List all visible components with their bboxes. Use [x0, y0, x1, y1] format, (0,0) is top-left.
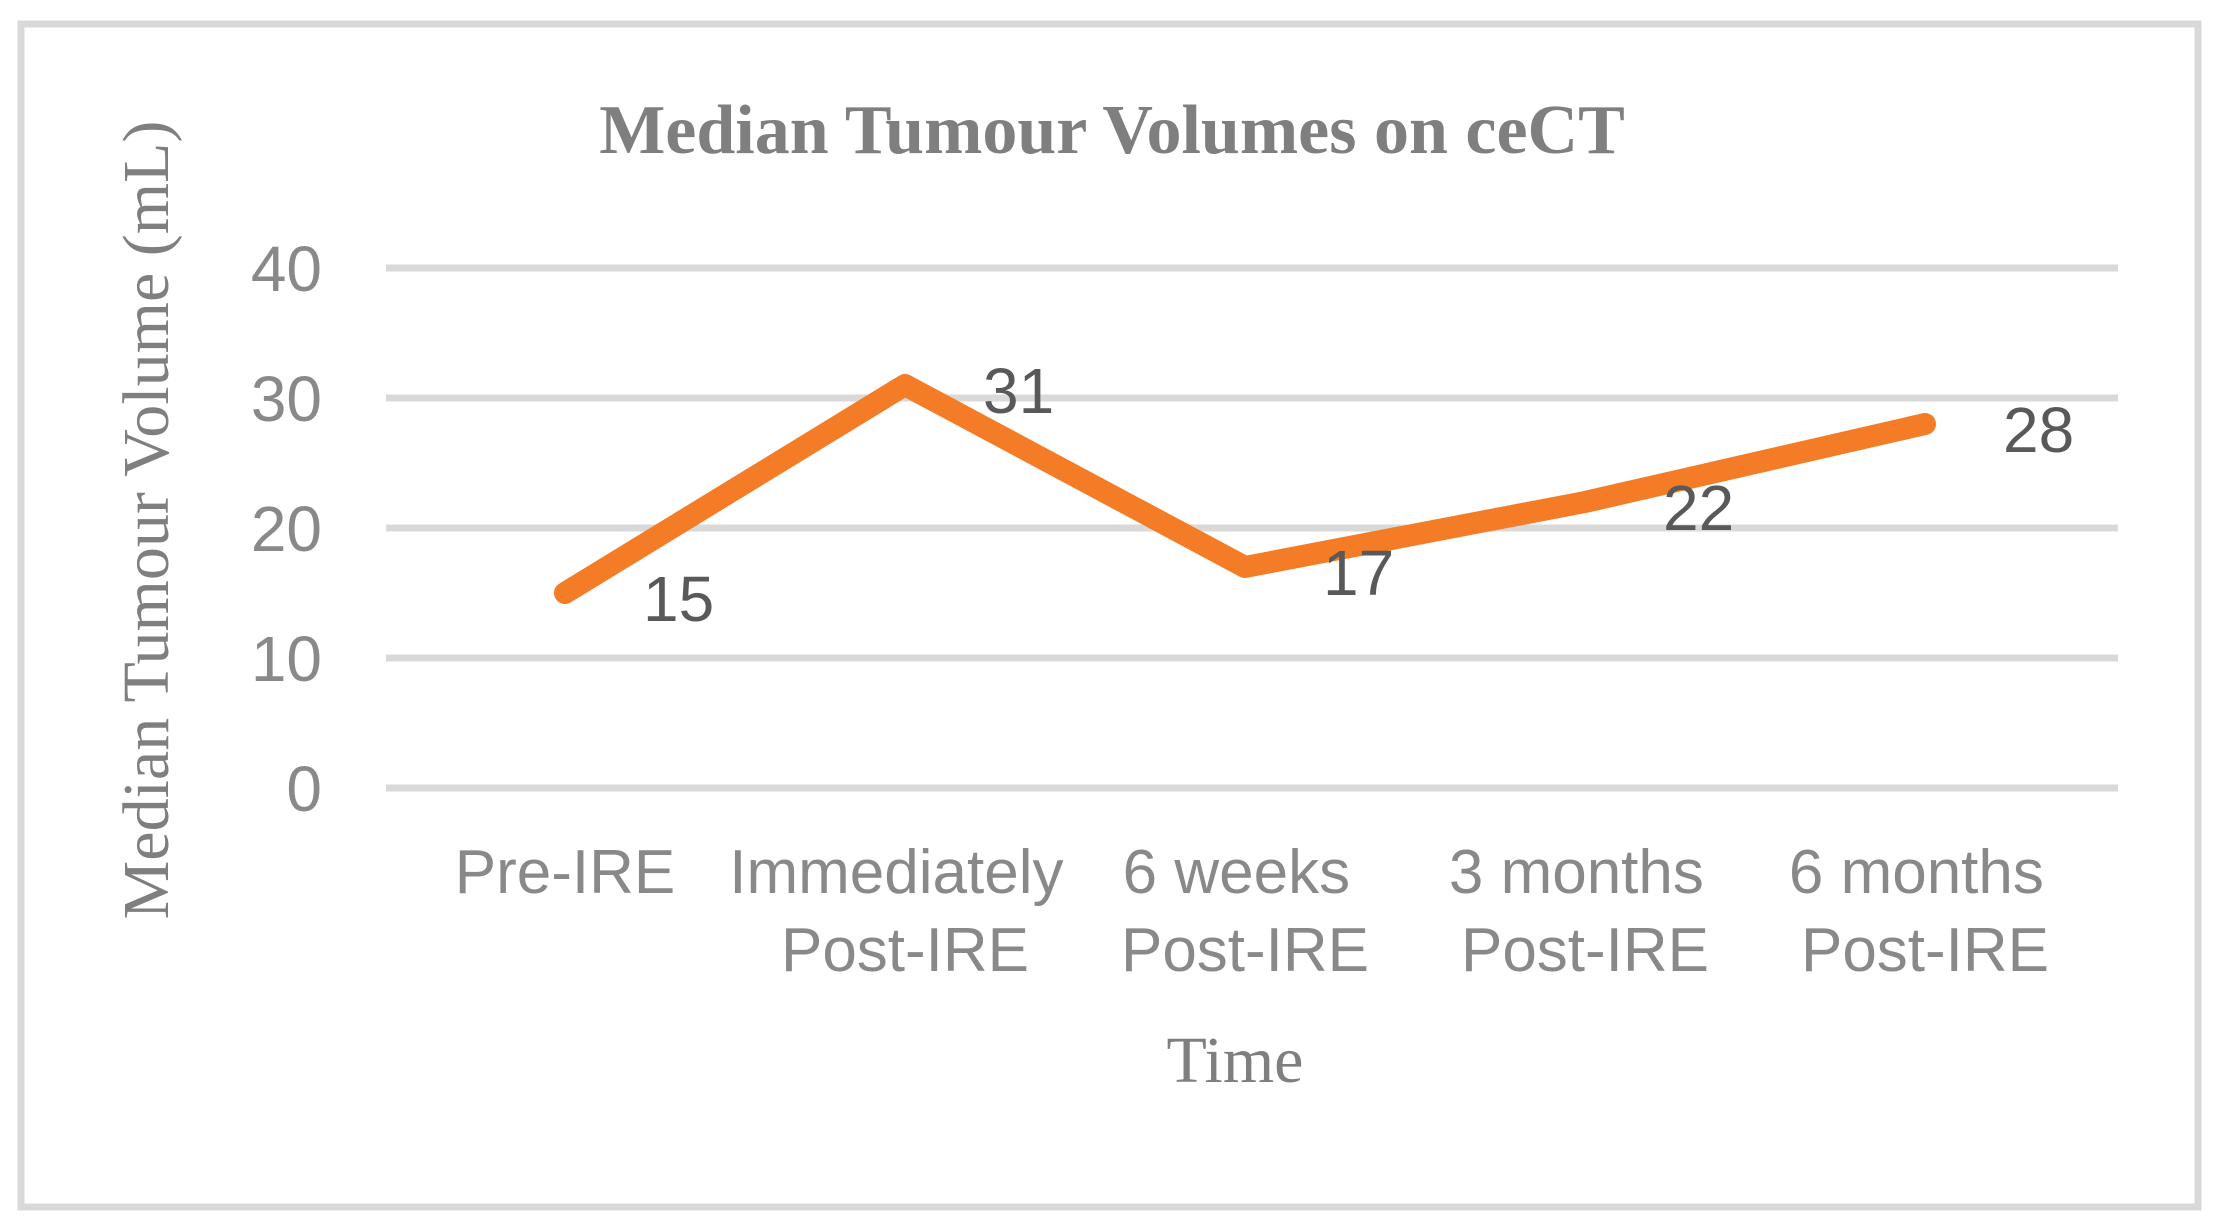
x-axis-ticks: Pre-IRE Immediately Post-IRE 6 weeks Pos… [455, 838, 2061, 985]
x-category-line: Post-IRE [781, 916, 1029, 985]
x-category-line: 6 months [1789, 838, 2044, 907]
data-label: 28 [2003, 394, 2074, 466]
x-category-label: 6 weeks Post-IRE [1121, 838, 1369, 985]
x-category-line: Post-IRE [1461, 916, 1709, 985]
y-axis-title: Median Tumour Volume (mL) [110, 121, 183, 920]
x-category-label: 6 months Post-IRE [1789, 838, 2061, 985]
y-tick-label: 10 [251, 623, 322, 695]
x-category-line: 6 weeks [1123, 838, 1350, 907]
data-labels: 15 31 17 22 28 [643, 355, 2074, 635]
x-category-line: Immediately [729, 838, 1063, 907]
y-tick-label: 30 [251, 363, 322, 435]
x-category-label: Pre-IRE [455, 838, 675, 907]
data-line [554, 374, 1936, 604]
x-category-line: 3 months [1449, 838, 1704, 907]
x-category-line: Post-IRE [1121, 916, 1369, 985]
y-tick-label: 40 [251, 233, 322, 305]
y-tick-label: 20 [251, 493, 322, 565]
y-axis-ticks: 40 30 20 10 0 [251, 233, 322, 825]
x-category-line: Post-IRE [1801, 916, 2049, 985]
gridlines [386, 264, 2118, 792]
x-category-label: 3 months Post-IRE [1449, 838, 1721, 985]
x-axis-title: Time [1167, 1024, 1304, 1097]
data-label: 17 [1323, 537, 1394, 609]
y-tick-label: 0 [286, 753, 322, 825]
x-category-label: Immediately Post-IRE [729, 838, 1080, 985]
data-label: 31 [983, 355, 1054, 427]
data-label: 22 [1663, 472, 1734, 544]
figure-border [17, 20, 2202, 1211]
chart-title: Median Tumour Volumes on ceCT [599, 92, 1625, 169]
data-label: 15 [643, 563, 714, 635]
x-category-line: Pre-IRE [455, 838, 675, 907]
